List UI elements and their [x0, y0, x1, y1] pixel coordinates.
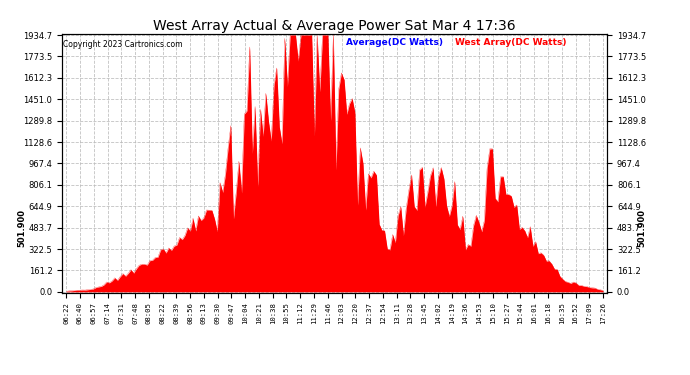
Text: 501.900: 501.900 [637, 209, 646, 247]
Text: 501.900: 501.900 [18, 209, 27, 247]
Text: West Array(DC Watts): West Array(DC Watts) [455, 38, 566, 46]
Text: Average(DC Watts): Average(DC Watts) [346, 38, 442, 46]
Text: Copyright 2023 Cartronics.com: Copyright 2023 Cartronics.com [63, 40, 183, 49]
Title: West Array Actual & Average Power Sat Mar 4 17:36: West Array Actual & Average Power Sat Ma… [153, 19, 516, 33]
